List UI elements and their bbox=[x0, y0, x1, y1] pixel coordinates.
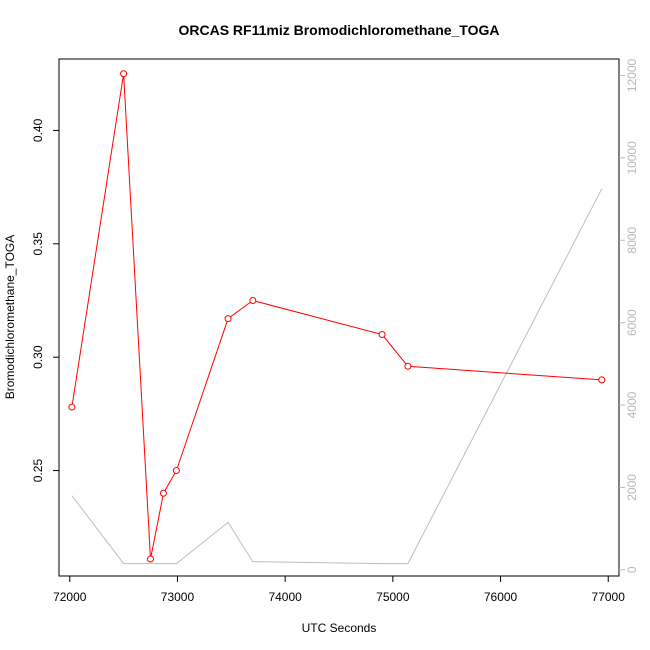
x-tick-label: 73000 bbox=[161, 590, 195, 604]
y-tick-label-left: 0.40 bbox=[31, 118, 45, 142]
data-point bbox=[172, 467, 180, 475]
y-tick-label-right: 10000 bbox=[625, 141, 639, 175]
data-point bbox=[120, 70, 128, 78]
data-point bbox=[249, 296, 257, 304]
x-tick-label: 74000 bbox=[268, 590, 302, 604]
y-tick-label-right: 2000 bbox=[625, 474, 639, 501]
y-tick-label-right: 12000 bbox=[625, 58, 639, 92]
y-tick-label-right: 6000 bbox=[625, 309, 639, 336]
x-axis-label: UTC Seconds bbox=[302, 621, 377, 635]
data-point bbox=[224, 315, 232, 323]
data-point bbox=[598, 376, 606, 384]
y-tick-label-right: 0 bbox=[625, 566, 639, 573]
y-tick-label-right: 8000 bbox=[625, 227, 639, 254]
y-axis-left: 0.25 0.30 0.35 0.40 bbox=[31, 118, 59, 482]
data-point bbox=[378, 331, 386, 339]
chart-title: ORCAS RF11miz Bromodichloromethane_TOGA bbox=[178, 22, 499, 38]
y-axis-right: 0 2000 4000 6000 8000 10000 12000 bbox=[619, 58, 639, 573]
data-point bbox=[147, 555, 155, 563]
plot-frame bbox=[58, 58, 620, 577]
x-tick-label: 72000 bbox=[53, 590, 87, 604]
x-tick-label: 75000 bbox=[376, 590, 410, 604]
series-line-left bbox=[71, 73, 602, 560]
x-tick-label: 77000 bbox=[592, 590, 626, 604]
y-axis-label: Bromodichloromethane_TOGA bbox=[3, 235, 17, 400]
data-point bbox=[159, 489, 167, 497]
data-point bbox=[68, 403, 76, 411]
x-axis: 72000 73000 74000 75000 76000 77000 bbox=[53, 576, 625, 604]
y-tick-label-left: 0.35 bbox=[31, 232, 45, 256]
y-tick-label-left: 0.30 bbox=[31, 345, 45, 369]
data-point bbox=[404, 362, 412, 370]
series-line-right bbox=[71, 188, 603, 565]
x-tick-label: 76000 bbox=[484, 590, 518, 604]
y-tick-label-left: 0.25 bbox=[31, 459, 45, 483]
series-layer bbox=[68, 70, 606, 565]
y-tick-label-right: 4000 bbox=[625, 391, 639, 418]
